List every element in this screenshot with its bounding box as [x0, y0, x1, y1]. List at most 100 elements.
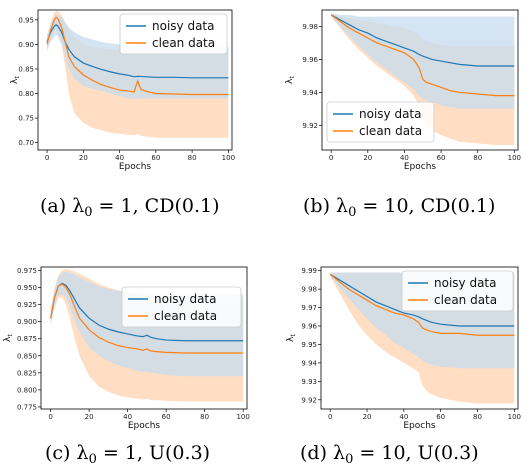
- x-tick-label: 100: [222, 154, 235, 162]
- legend-label-clean: clean data: [434, 293, 497, 307]
- series-line-noisy: [329, 273, 515, 327]
- chart-panel-d: 0 20 40 60 80 100 9.92 9.93 9.94 9.95 9.96 9.97 9.98…: [286, 266, 521, 467]
- y-axis-label: λt: [285, 76, 296, 84]
- series-line-noisy: [46, 23, 229, 79]
- y-tick-label: 9.96: [301, 323, 317, 331]
- y-axis-label-symbol: λ: [286, 336, 296, 342]
- legend-label-clean: clean data: [152, 36, 215, 50]
- y-tick-label: 0.70: [18, 139, 34, 147]
- y-tick-label: 9.96: [302, 56, 318, 64]
- legend-label-noisy: noisy data: [434, 276, 496, 290]
- y-axis-label-symbol: λ: [285, 78, 295, 84]
- legend-box: [401, 270, 514, 312]
- x-tick-label: 0: [48, 413, 52, 421]
- x-tick-label: 20: [79, 154, 88, 162]
- series-line-clean: [330, 14, 515, 97]
- caption-prefix: (a) λ: [40, 195, 84, 217]
- y-tick-label: 0.900: [17, 318, 37, 326]
- y-axis-label: λt: [3, 334, 14, 342]
- legend-label-clean: clean data: [359, 124, 422, 138]
- caption-prefix: (c) λ: [45, 442, 89, 464]
- x-tick-label: 0: [329, 154, 333, 162]
- series-line-noisy: [330, 14, 515, 67]
- legend: noisy data clean data: [326, 101, 435, 143]
- x-axis-label: Epochs: [403, 421, 436, 431]
- legend-box: [119, 13, 228, 55]
- subfigure-caption: (d) λ0 = 10, U(0.3): [300, 442, 479, 467]
- series-line-clean: [50, 283, 244, 354]
- series-line-clean: [329, 273, 515, 336]
- y-tick-label: 0.775: [17, 403, 37, 411]
- y-tick-label: 0.85: [18, 65, 34, 73]
- x-tick-label: 60: [436, 413, 445, 421]
- y-axis-label-subscript: t: [6, 334, 14, 337]
- y-tick-label: 9.97: [301, 304, 317, 312]
- series-line-clean: [46, 16, 229, 96]
- y-tick-label: 0.80: [18, 90, 34, 98]
- y-axis-label-symbol: λ: [3, 336, 13, 342]
- y-tick-label: 9.98: [302, 23, 318, 31]
- y-tick-label: 0.95: [18, 16, 34, 24]
- x-tick-label: 40: [123, 413, 132, 421]
- confidence-band-noisy: [47, 14, 229, 100]
- x-tick-label: 60: [162, 413, 171, 421]
- y-tick-label: 9.98: [301, 286, 317, 294]
- caption-subscript: 0: [89, 452, 97, 467]
- caption-suffix: = 1, CD(0.1): [93, 195, 220, 217]
- x-axis-label: Epochs: [119, 162, 152, 172]
- x-tick-label: 20: [363, 413, 372, 421]
- y-tick-label: 0.90: [18, 41, 34, 49]
- x-tick-label: 100: [508, 154, 521, 162]
- y-tick-label: 0.800: [17, 386, 37, 394]
- y-tick-label: 0.875: [17, 335, 37, 343]
- series-line-noisy: [50, 282, 244, 342]
- x-tick-label: 80: [473, 413, 482, 421]
- y-tick-label: 0.925: [17, 301, 37, 309]
- y-tick-label: 0.75: [18, 115, 34, 123]
- caption-subscript: 0: [345, 452, 353, 467]
- legend-box: [121, 286, 242, 328]
- legend-label-noisy: noisy data: [154, 292, 216, 306]
- chart-panel-c: 0 20 40 60 80 100 0.775 0.800 0.825 0.850 0.875 0.9…: [3, 266, 250, 467]
- confidence-band-noisy: [331, 13, 515, 109]
- y-tick-label: 9.93: [301, 378, 317, 386]
- y-axis-label-subscript: t: [289, 334, 297, 337]
- y-tick-label: 9.99: [301, 267, 317, 275]
- caption-suffix: = 10, U(0.3): [353, 442, 478, 464]
- y-tick-label: 0.850: [17, 352, 37, 360]
- caption-subscript: 0: [348, 205, 356, 220]
- x-tick-label: 60: [437, 154, 446, 162]
- caption-prefix: (b) λ: [303, 195, 348, 217]
- legend-box: [326, 101, 435, 143]
- legend-label-noisy: noisy data: [359, 107, 421, 121]
- x-tick-label: 80: [200, 413, 209, 421]
- x-tick-label: 20: [363, 154, 372, 162]
- x-tick-label: 0: [328, 413, 332, 421]
- x-tick-label: 40: [399, 413, 408, 421]
- subfigure-caption: (c) λ0 = 1, U(0.3): [45, 442, 210, 467]
- y-tick-label: 9.95: [301, 341, 317, 349]
- x-axis-label: Epochs: [404, 162, 437, 172]
- x-tick-label: 40: [115, 154, 124, 162]
- y-tick-label: 0.975: [17, 267, 37, 275]
- chart-panel-a: 0 20 40 60 80 100 0.70 0.75 0.80 0.85 0.90 0.95 Epoc…: [10, 9, 235, 220]
- x-tick-label: 100: [236, 413, 249, 421]
- y-axis-label-subscript: t: [13, 76, 21, 79]
- x-tick-label: 80: [473, 154, 482, 162]
- legend-label-noisy: noisy data: [152, 19, 214, 33]
- legend: noisy data clean data: [401, 270, 514, 312]
- y-axis-label: λt: [286, 334, 297, 342]
- y-tick-label: 9.92: [301, 396, 317, 404]
- caption-suffix: = 1, U(0.3): [97, 442, 210, 464]
- y-tick-label: 0.950: [17, 284, 37, 292]
- y-axis-label: λt: [10, 76, 21, 84]
- y-tick-label: 9.94: [302, 89, 318, 97]
- y-axis-label-subscript: t: [288, 76, 296, 79]
- y-tick-label: 0.825: [17, 369, 37, 377]
- chart-panel-b: 0 20 40 60 80 100 9.92 9.94 9.96 9.98 Epochs λt nois…: [285, 9, 521, 220]
- x-tick-label: 80: [188, 154, 197, 162]
- caption-subscript: 0: [84, 205, 92, 220]
- legend: noisy data clean data: [121, 286, 242, 328]
- x-tick-label: 20: [85, 413, 94, 421]
